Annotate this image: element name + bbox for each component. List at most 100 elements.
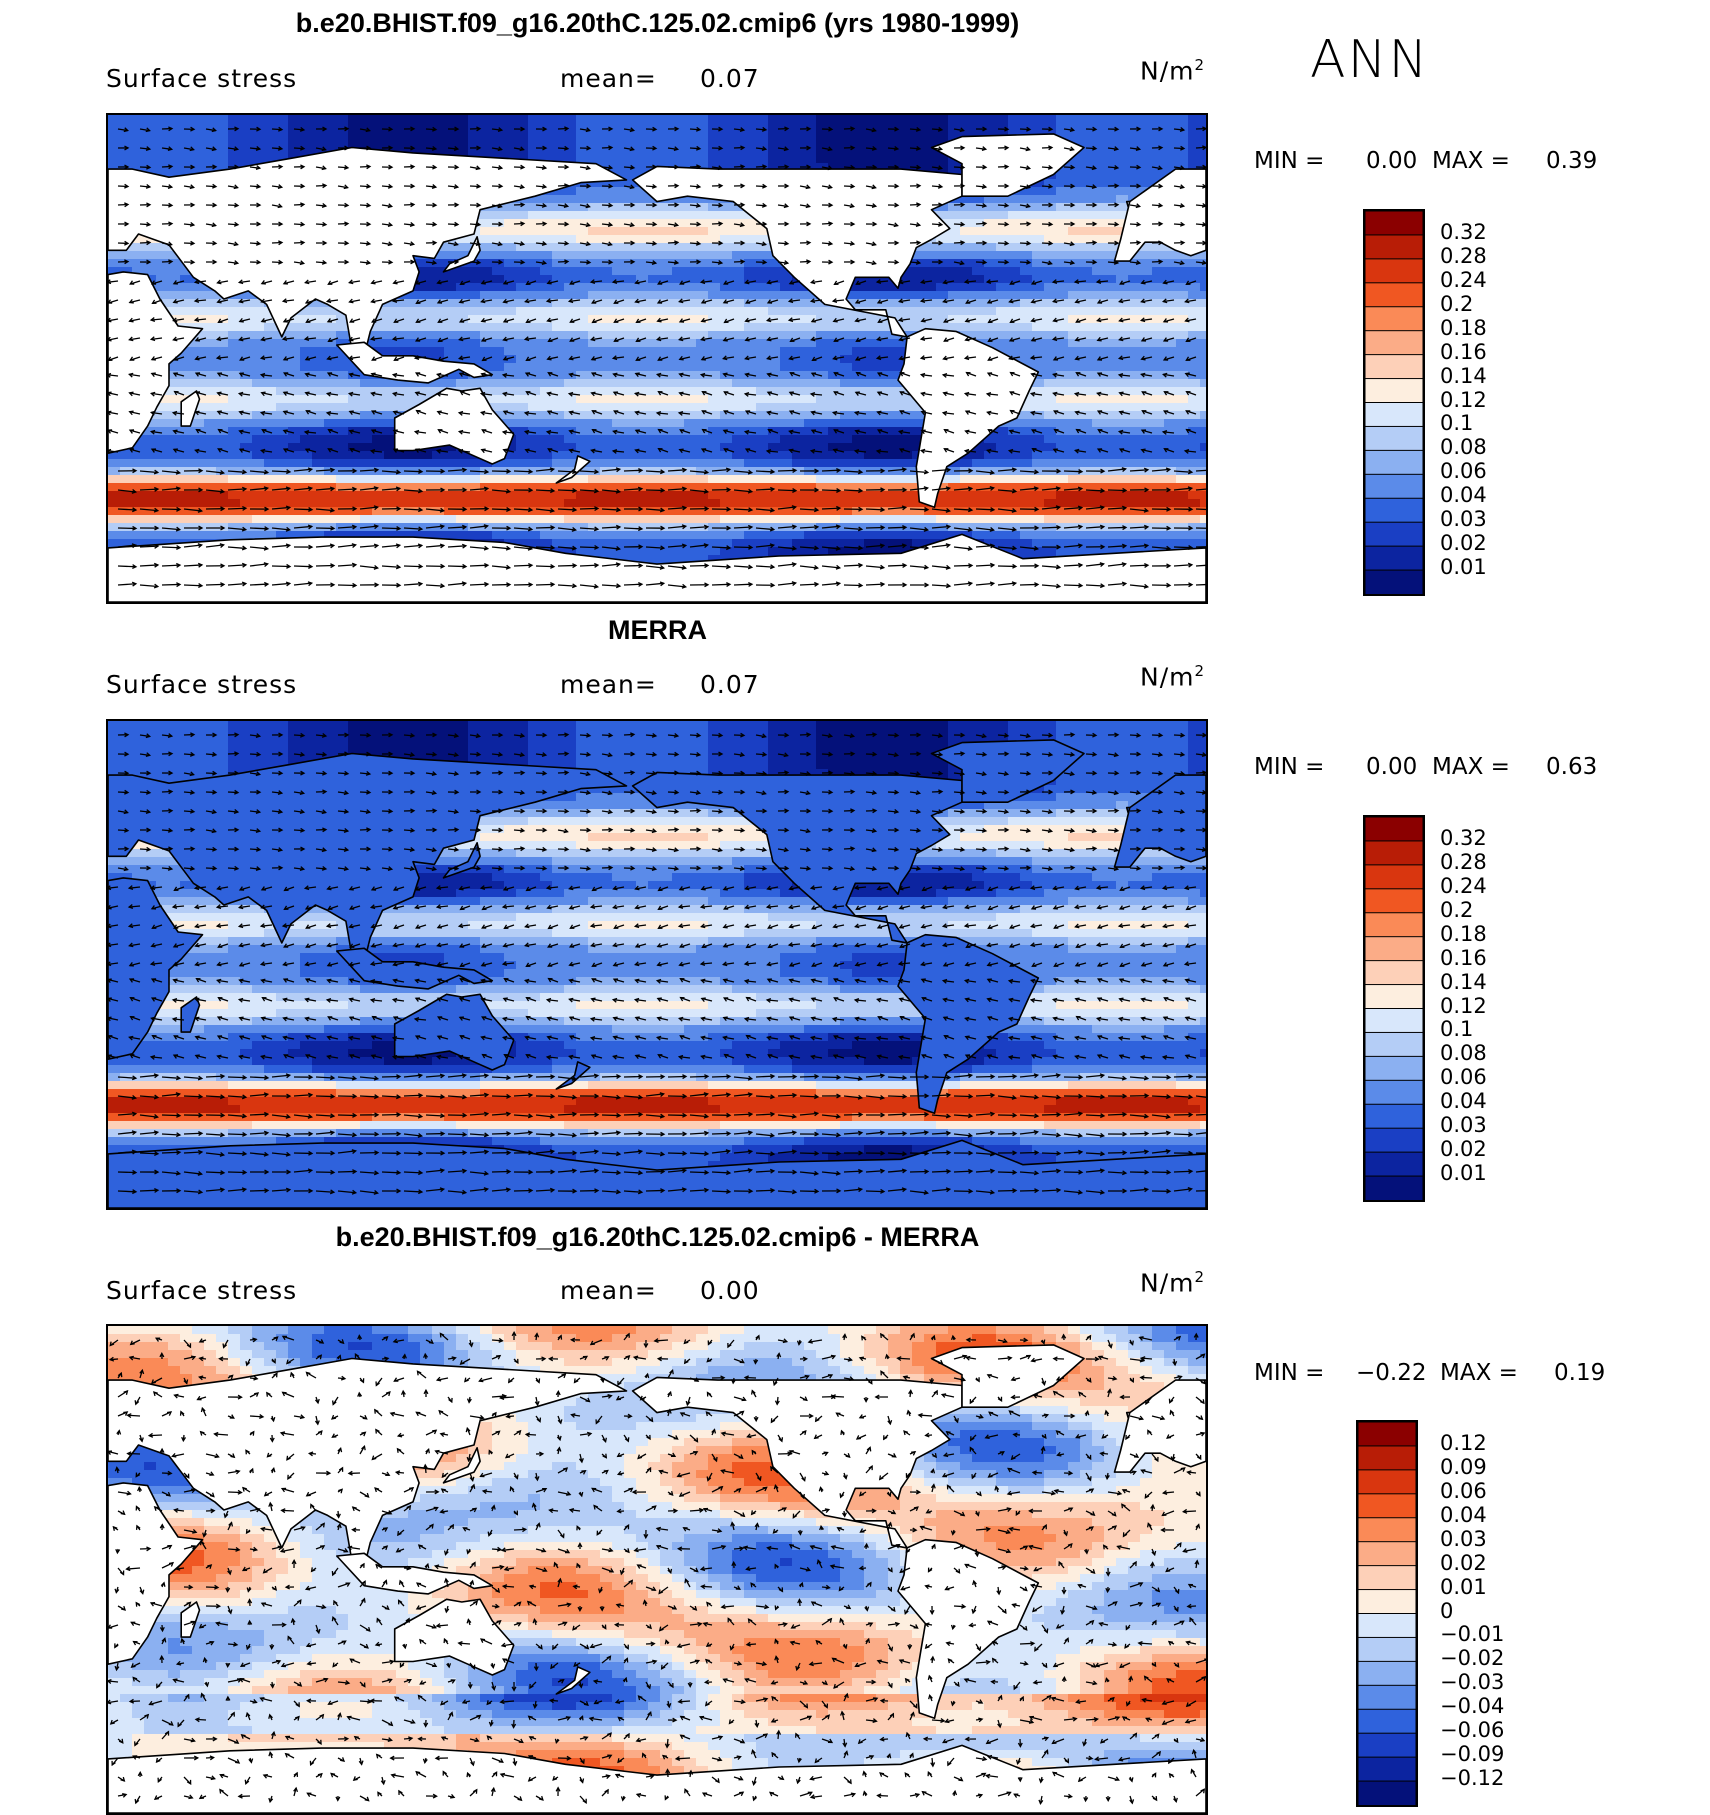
- land-indonesia: [336, 1552, 494, 1595]
- panel-3-max-value: 0.19: [1554, 1360, 1605, 1386]
- land-africa: [108, 877, 204, 1060]
- colorbar-box: [1358, 1756, 1416, 1783]
- colorbar-tick-label: 0.14: [1440, 364, 1487, 388]
- panel-3-variable: Surface stress: [106, 1276, 297, 1305]
- land-indonesia: [336, 341, 494, 384]
- colorbar-tick-label: 0.02: [1440, 1551, 1487, 1575]
- colorbar-box: [1358, 1780, 1416, 1805]
- colorbar-box: [1358, 1493, 1416, 1519]
- colorbar-tick-label: 0.18: [1440, 922, 1487, 946]
- panel-1-title: b.e20.BHIST.f09_g16.20thC.125.02.cmip6 (…: [0, 8, 1315, 39]
- panel-1-units: N/m2: [1140, 56, 1205, 85]
- colorbar-tick-label: 0.32: [1440, 826, 1487, 850]
- colorbar-box: [1365, 1055, 1423, 1082]
- colorbar-box: [1365, 473, 1423, 500]
- land-samerica: [897, 933, 1040, 1115]
- colorbar-box: [1365, 1151, 1423, 1178]
- colorbar-box: [1358, 1445, 1416, 1471]
- land-africa: [108, 271, 204, 454]
- colorbar-tick-label: −0.06: [1440, 1718, 1504, 1742]
- colorbar-box: [1365, 402, 1423, 428]
- colorbar-tick-label: 0.16: [1440, 340, 1487, 364]
- panel-3-map: [106, 1324, 1208, 1815]
- colorbar-tick-label: 0.16: [1440, 946, 1487, 970]
- colorbar-tick-label: 0.01: [1440, 1575, 1487, 1599]
- wind-stress-vectors: [108, 1330, 1206, 1805]
- colorbar-box: [1365, 1008, 1423, 1034]
- land-europe: [1113, 774, 1206, 868]
- panel-3-title: b.e20.BHIST.f09_g16.20thC.125.02.cmip6 -…: [0, 1222, 1315, 1253]
- land-nz: [555, 1666, 591, 1695]
- colorbar-box: [1358, 1708, 1416, 1735]
- colorbar-box: [1365, 354, 1423, 380]
- colorbar-tick-label: 0.28: [1440, 244, 1487, 268]
- panel-2-colorbar: [1363, 815, 1425, 1202]
- colorbar-tick-label: 0.04: [1440, 1089, 1487, 1113]
- panel-3-colorbar: [1356, 1420, 1418, 1807]
- land-eurasia: [108, 1357, 628, 1568]
- colorbar-tick-label: 0.06: [1440, 459, 1487, 483]
- panel-1-min-label: MIN =: [1254, 148, 1324, 174]
- land-greenland: [930, 1344, 1085, 1408]
- colorbar-box: [1365, 378, 1423, 404]
- colorbar-tick-label: 0.03: [1440, 1527, 1487, 1551]
- colorbar-tick-label: 0.02: [1440, 531, 1487, 555]
- panel-3-max-label: MAX =: [1440, 1360, 1518, 1386]
- panel-1-min-value: 0.00: [1366, 148, 1417, 174]
- land-europe: [1113, 168, 1206, 262]
- land-samerica: [897, 1538, 1040, 1720]
- colorbar-tick-label: 0.1: [1440, 1017, 1473, 1041]
- land-indonesia: [336, 947, 494, 990]
- colorbar-box: [1358, 1541, 1416, 1567]
- colorbar-tick-label: 0.08: [1440, 435, 1487, 459]
- colorbar-tick-label: 0.12: [1440, 994, 1487, 1018]
- colorbar-box: [1365, 1127, 1423, 1154]
- coastlines: [108, 1344, 1206, 1813]
- colorbar-tick-label: 0.01: [1440, 1161, 1487, 1185]
- panel-1-colorbar-labels: 0.32 0.28 0.24 0.2 0.18 0.16 0.14 0.12 0…: [1440, 209, 1560, 596]
- colorbar-box: [1358, 1684, 1416, 1711]
- panel-2-max-value: 0.63: [1546, 754, 1597, 780]
- panel-3-mean-label: mean=: [560, 1276, 657, 1305]
- land-japan: [442, 1447, 481, 1484]
- colorbar-tick-label: −0.01: [1440, 1622, 1504, 1646]
- panel-2-colorbar-labels: 0.32 0.28 0.24 0.2 0.18 0.16 0.14 0.12 0…: [1440, 815, 1560, 1202]
- colorbar-box: [1365, 912, 1423, 938]
- panel-2-mean-value: 0.07: [700, 670, 760, 699]
- colorbar-tick-label: 0.2: [1440, 292, 1473, 316]
- colorbar-box: [1365, 449, 1423, 476]
- panel-2-map: [106, 719, 1208, 1210]
- colorbar-box: [1365, 936, 1423, 962]
- colorbar-box: [1365, 306, 1423, 332]
- colorbar-box: [1365, 960, 1423, 986]
- colorbar-box: [1365, 840, 1423, 866]
- colorbar-tick-label: 0.24: [1440, 268, 1487, 292]
- colorbar-box: [1358, 1517, 1416, 1543]
- colorbar-box: [1365, 984, 1423, 1010]
- colorbar-box: [1365, 258, 1423, 284]
- panel-1-mean-label: mean=: [560, 64, 657, 93]
- season-label: ANN: [1310, 30, 1429, 90]
- colorbar-tick-label: 0.06: [1440, 1065, 1487, 1089]
- colorbar-box: [1358, 1660, 1416, 1687]
- colorbar-box: [1365, 211, 1423, 236]
- land-nz: [555, 455, 591, 484]
- colorbar-tick-label: 0.14: [1440, 970, 1487, 994]
- wind-stress-vectors: [108, 732, 1206, 1195]
- colorbar-box: [1365, 282, 1423, 308]
- panel-2-min-label: MIN =: [1254, 754, 1324, 780]
- colorbar-box: [1358, 1469, 1416, 1495]
- wind-stress-vectors: [108, 126, 1206, 589]
- colorbar-box: [1365, 888, 1423, 914]
- panel-1-colorbar: [1363, 209, 1425, 596]
- colorbar-box: [1365, 425, 1423, 452]
- colorbar-tick-label: −0.12: [1440, 1766, 1504, 1790]
- land-africa: [108, 1482, 204, 1665]
- colorbar-tick-label: 0.06: [1440, 1479, 1487, 1503]
- panel-1-map: [106, 113, 1208, 604]
- panel-1-max-label: MAX =: [1432, 148, 1510, 174]
- colorbar-tick-label: 0.12: [1440, 388, 1487, 412]
- colorbar-tick-label: 0.12: [1440, 1431, 1487, 1455]
- panel-3-units: N/m2: [1140, 1268, 1205, 1297]
- colorbar-tick-label: −0.03: [1440, 1670, 1504, 1694]
